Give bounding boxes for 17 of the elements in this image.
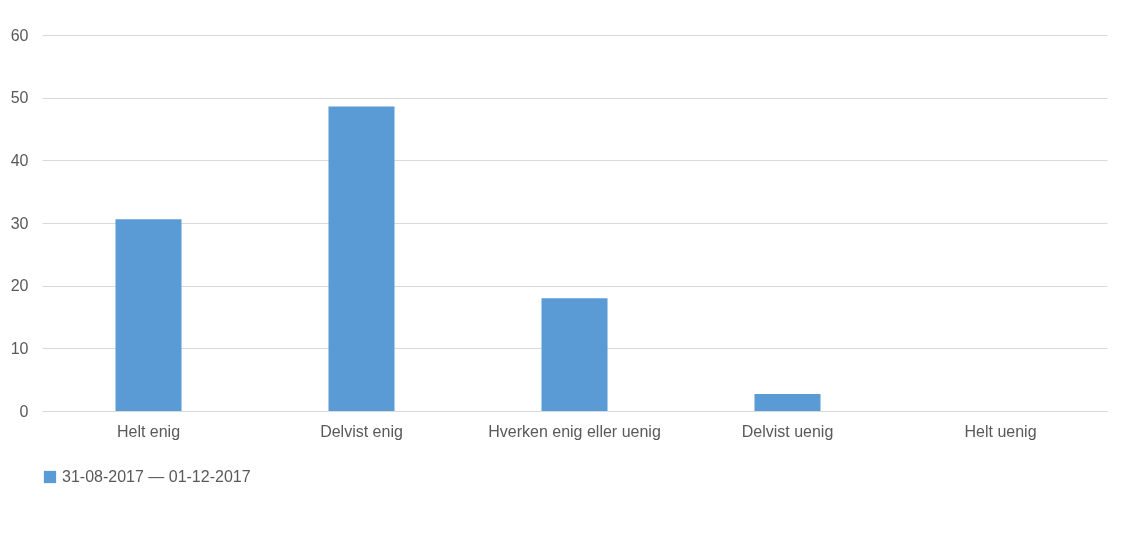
y-tick-label: 0 (19, 402, 29, 420)
legend-label: 31-08-2017 — 01-12-2017 (62, 468, 251, 485)
y-tick-label: 10 (10, 339, 29, 357)
x-tick-label: Delvist uenig (741, 422, 834, 440)
y-tick-label: 30 (10, 214, 29, 232)
y-tick-label: 40 (10, 151, 29, 169)
x-tick-label: Hverken enig eller uenig (488, 422, 661, 440)
y-tick-label: 20 (10, 277, 29, 295)
bar (541, 298, 608, 411)
bar (754, 394, 821, 411)
bar (328, 106, 395, 411)
x-tick-label: Delvist enig (320, 422, 403, 440)
x-tick-label: Helt enig (116, 422, 181, 440)
y-tick-label: 60 (10, 26, 29, 44)
x-tick-label: Helt uenig (964, 422, 1037, 440)
y-tick-label: 50 (10, 89, 29, 107)
bar (115, 219, 182, 411)
